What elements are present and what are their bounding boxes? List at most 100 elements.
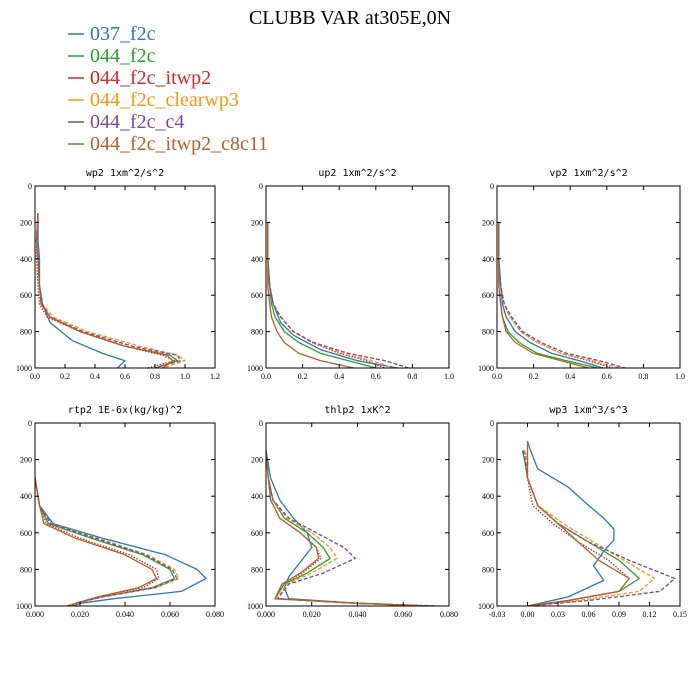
- panel-frame-1: [265, 185, 450, 369]
- panel-frame-0: [34, 185, 216, 369]
- panel-1: up2 1xm^2/s^2 0.0 0.2 0.4 0.6 0.8 1.0 0 200 400 60…: [247, 168, 454, 381]
- series-line-0-5: [35, 213, 174, 368]
- xtick-label-1-1: 0.2: [298, 372, 308, 381]
- series-line-4-5: [266, 450, 431, 606]
- xtick-label-3-3: 0.060: [161, 610, 179, 619]
- xtick-label-4-1: 0.020: [303, 610, 321, 619]
- xtick-label-5-4: 0.09: [612, 610, 626, 619]
- xtick-label-5-2: 0.03: [551, 610, 565, 619]
- xtick-label-0-3: 0.6: [120, 372, 130, 381]
- xtick-label-5-0: -0.03: [489, 610, 506, 619]
- panel-title-2: vp2 1xm^2/s^2: [549, 168, 627, 179]
- series-line-5-1: [521, 450, 640, 606]
- xtick-label-0-4: 0.8: [150, 372, 160, 381]
- ytick-label-3-5: 1000: [16, 602, 32, 611]
- ytick-label-3-1: 200: [20, 456, 32, 465]
- xtick-label-2-5: 1.0: [675, 372, 685, 381]
- ytick-label-3-0: 0: [28, 419, 32, 428]
- series-line-3-0: [35, 477, 207, 606]
- xtick-label-4-2: 0.040: [349, 610, 367, 619]
- xtick-label-0-0: 0.0: [30, 372, 40, 381]
- panel-title-0: wp2 1xm^2/s^2: [86, 168, 164, 179]
- panel-title-3: rtp2 1E-6x(kg/kg)^2: [68, 405, 182, 416]
- series-line-5-4: [522, 450, 676, 606]
- ytick-label-2-3: 600: [482, 291, 494, 300]
- ytick-label-2-0: 0: [490, 182, 494, 191]
- ytick-label-3-3: 600: [20, 529, 32, 538]
- ytick-label-3-2: 400: [20, 492, 32, 501]
- xtick-label-0-5: 1.0: [180, 372, 190, 381]
- ytick-label-4-0: 0: [259, 419, 263, 428]
- ytick-label-1-0: 0: [259, 182, 263, 191]
- xtick-label-5-6: 0.15: [673, 610, 687, 619]
- series-line-4-1: [266, 450, 431, 606]
- ytick-label-4-2: 400: [251, 492, 263, 501]
- ytick-label-0-1: 200: [20, 218, 32, 227]
- series-line-4-3: [266, 450, 434, 606]
- ytick-label-4-4: 800: [251, 565, 263, 574]
- series-line-4-0: [266, 450, 427, 606]
- xtick-label-1-4: 0.8: [407, 372, 417, 381]
- panel-series-5: [521, 441, 676, 606]
- xtick-label-4-4: 0.080: [440, 610, 458, 619]
- series-line-3-4: [35, 477, 178, 606]
- xtick-label-3-2: 0.040: [116, 610, 134, 619]
- ytick-label-4-1: 200: [251, 456, 263, 465]
- ytick-label-5-4: 800: [482, 565, 494, 574]
- ytick-label-5-0: 0: [490, 419, 494, 428]
- series-line-2-5: [498, 222, 589, 368]
- panel-series-4: [266, 450, 438, 606]
- ytick-label-1-4: 800: [251, 328, 263, 337]
- series-line-3-1: [35, 477, 176, 606]
- series-line-0-2: [35, 213, 176, 368]
- panel-series-0: [35, 213, 186, 368]
- legend-label-5: 044_f2c_itwp2_c8c11: [90, 133, 268, 155]
- ytick-label-2-5: 1000: [478, 364, 494, 373]
- ytick-label-0-4: 800: [20, 328, 32, 337]
- ytick-label-1-2: 400: [251, 255, 263, 264]
- xtick-label-1-0: 0.0: [261, 372, 271, 381]
- figure-title: CLUBB VAR at305E,0N: [249, 7, 451, 29]
- panel-series-3: [35, 477, 207, 606]
- series-line-5-0: [526, 441, 615, 606]
- legend-label-2: 044_f2c_itwp2: [90, 67, 211, 89]
- xtick-label-2-0: 0.0: [492, 372, 502, 381]
- panel-title-1: up2 1xm^2/s^2: [318, 168, 396, 179]
- series-line-1-2: [267, 222, 386, 368]
- panel-series-1: [267, 222, 409, 368]
- xtick-label-0-1: 0.2: [60, 372, 70, 381]
- panel-5: wp3 1xm^3/s^3 -0.03 0.00 0.03 0.06 0.09 0.12 0.…: [478, 405, 687, 619]
- panel-frame-2: [496, 185, 681, 369]
- ytick-label-4-5: 1000: [247, 602, 263, 611]
- ytick-label-1-1: 200: [251, 218, 263, 227]
- series-line-2-4: [498, 222, 626, 368]
- xtick-label-4-0: 0.000: [257, 610, 275, 619]
- panel-4: thlp2 1xK^2 0.000 0.020 0.040 0.060 0.080 0 200…: [247, 405, 458, 619]
- series-line-3-5: [35, 477, 158, 606]
- xtick-label-3-1: 0.020: [71, 610, 89, 619]
- ytick-label-2-4: 800: [482, 328, 494, 337]
- xtick-label-3-0: 0.000: [26, 610, 44, 619]
- ytick-label-0-0: 0: [28, 182, 32, 191]
- ytick-label-5-2: 400: [482, 492, 494, 501]
- ytick-label-1-5: 1000: [247, 364, 263, 373]
- ytick-label-5-5: 1000: [478, 602, 494, 611]
- ytick-label-5-1: 200: [482, 456, 494, 465]
- xtick-label-0-2: 0.4: [90, 372, 100, 381]
- xtick-label-2-2: 0.4: [565, 372, 575, 381]
- xtick-label-4-3: 0.060: [394, 610, 412, 619]
- ytick-label-1-3: 600: [251, 291, 263, 300]
- xtick-label-2-4: 0.8: [638, 372, 648, 381]
- panel-3: rtp2 1E-6x(kg/kg)^2 0.000 0.020 0.040 0.060 0…: [16, 405, 224, 619]
- series-line-2-2: [498, 222, 613, 368]
- legend-label-4: 044_f2c_c4: [90, 111, 184, 133]
- ytick-label-4-3: 600: [251, 529, 263, 538]
- series-line-0-4: [35, 213, 182, 368]
- series-line-1-3: [267, 222, 395, 368]
- xtick-label-0-6: 1.2: [210, 372, 220, 381]
- series-line-1-4: [267, 222, 409, 368]
- xtick-label-5-3: 0.06: [582, 610, 596, 619]
- xtick-label-1-5: 1.0: [444, 372, 454, 381]
- series-line-5-3: [523, 450, 656, 606]
